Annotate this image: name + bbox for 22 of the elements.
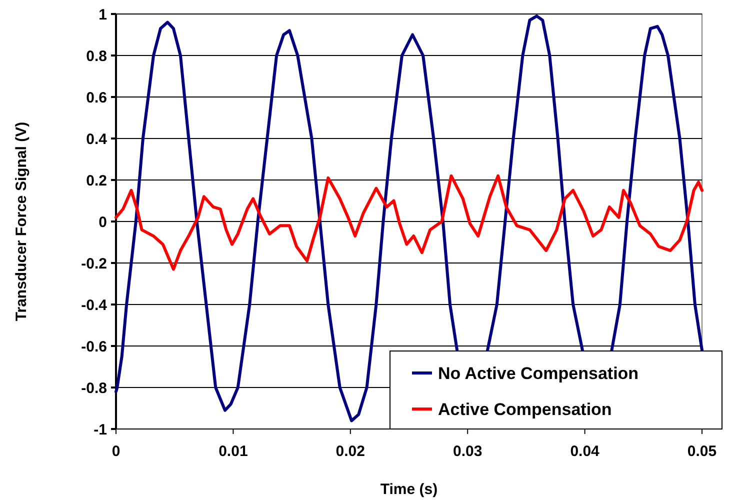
legend-label: Active Compensation: [438, 400, 612, 419]
y-tick-label: 0.8: [86, 48, 107, 65]
y-tick-label: 0: [98, 214, 107, 231]
y-tick-label: -0.6: [81, 338, 107, 356]
y-tick-label: 0.6: [86, 89, 107, 106]
y-axis-title: Transducer Force Signal (V): [13, 122, 30, 322]
x-tick-label: 0.03: [453, 443, 482, 460]
x-tick-label: 0.01: [218, 443, 248, 460]
x-tick-label: 0.04: [570, 443, 600, 460]
y-tick-label: -0.2: [81, 255, 107, 272]
y-tick-label: 1: [98, 6, 107, 24]
y-tick-label: 0.4: [86, 130, 108, 148]
x-axis-title: Time (s): [380, 481, 438, 498]
x-tick-label: 0.05: [687, 443, 717, 460]
x-tick-label: 0: [112, 443, 120, 460]
line-series: [114, 174, 704, 271]
legend-label: No Active Compensation: [438, 364, 639, 383]
y-tick-label: -0.8: [81, 380, 107, 397]
y-tick-label: -0.4: [81, 296, 108, 314]
x-tick-label: 0.02: [336, 443, 365, 460]
y-tick-label: 0.2: [86, 172, 107, 190]
y-tick-label: -1: [94, 421, 107, 438]
